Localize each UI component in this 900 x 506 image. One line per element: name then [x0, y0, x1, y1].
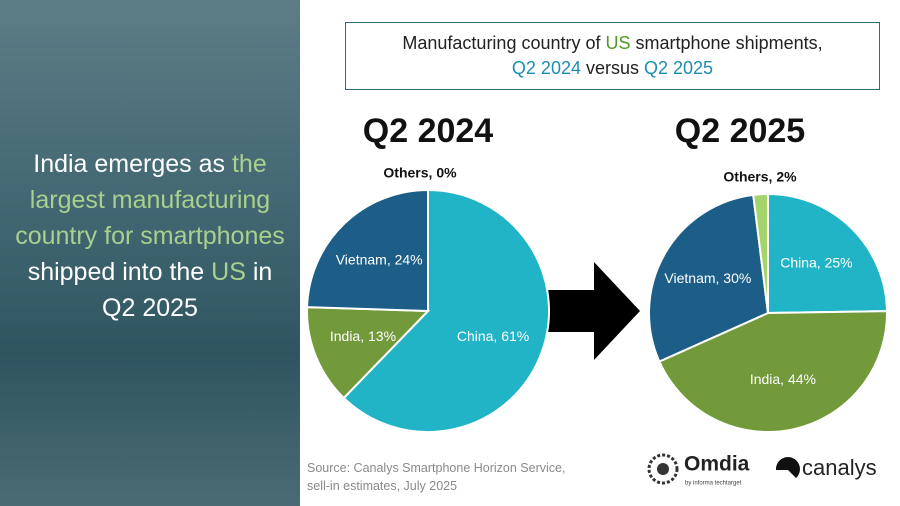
omdia-icon [657, 463, 669, 475]
headline-part: the largest manufacturing country for sm… [15, 150, 285, 250]
title-part: smartphone shipments, [630, 33, 823, 53]
pie-slice [658, 310, 888, 433]
omdia-sub: by informa techtarget [685, 481, 742, 487]
source: Source: Canalys Smartphone Horizon Servi… [307, 459, 565, 495]
headline-part: US [211, 258, 246, 286]
slice-label: China, 61% [457, 328, 529, 344]
pie-slice [752, 192, 769, 314]
chart-title: Q2 2025 [675, 112, 805, 150]
slice-label: China, 25% [780, 255, 852, 271]
omdia-icon [647, 453, 679, 485]
title-part: Q2 2024 [511, 58, 581, 78]
pie-slice [306, 306, 431, 400]
headline: India emerges as the largest manufacturi… [14, 146, 286, 326]
omdia-logo: Omdia [684, 453, 750, 476]
headline-part: India emerges as [33, 150, 232, 178]
arrow [548, 262, 640, 360]
canalys-icon [775, 457, 800, 478]
slice-label: Vietnam, 24% [336, 251, 423, 267]
photo-panel: India emerges as the largest manufacturi… [0, 0, 300, 506]
slice-label: Others, 2% [723, 169, 797, 185]
slice-label: Others, 0% [383, 165, 457, 181]
slice-label: Vietnam, 30% [664, 270, 751, 286]
pie-slice [648, 193, 770, 363]
title-part: versus [580, 58, 645, 78]
pie-slice [767, 192, 889, 315]
source-line: sell-in estimates, July 2025 [307, 479, 458, 493]
slice-label: India, 13% [330, 328, 396, 344]
title-box: Manufacturing country of US smartphone s… [345, 22, 880, 90]
title-part: Q2 2025 [644, 58, 714, 78]
canalys-logo: canalys [802, 455, 877, 480]
title-part: Manufacturing country of [402, 33, 606, 53]
headline-part: in Q2 2025 [102, 258, 273, 322]
source-line: Source: Canalys Smartphone Horizon Servi… [307, 461, 566, 475]
title-part: US [605, 33, 631, 53]
chart-title: Q2 2024 [363, 112, 494, 150]
pie-slice [342, 188, 550, 433]
pie-slice [306, 188, 429, 313]
headline-part: shipped into the [27, 258, 212, 286]
slice-label: India, 44% [750, 371, 816, 387]
